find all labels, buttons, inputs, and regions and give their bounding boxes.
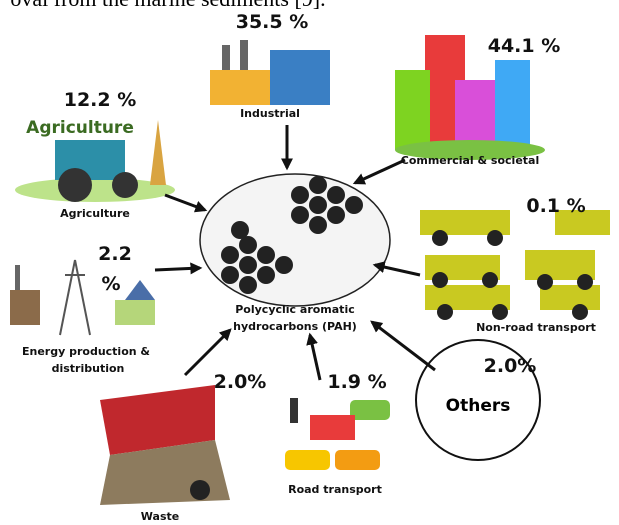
share: 2.2 [98,243,132,265]
share: 1.9 % [327,371,386,393]
road-icon [285,398,390,470]
share: 35.5 % [236,11,309,33]
share: 2.0% [484,355,537,377]
industrial-icon [210,40,330,105]
share: 44.1 % [488,35,561,57]
waste-icon [100,385,230,505]
source-label: Road transport [288,483,382,496]
source-label: Industrial [240,107,300,120]
center-label: Polycyclic aromatic [235,303,355,316]
energy-icon [10,260,155,335]
source-label: Energy production & [22,345,150,358]
share: 12.2 % [64,89,137,111]
share: 2.0% [214,371,267,393]
source-label: Non-road transport [476,321,596,334]
source-label: Commercial & societal [401,154,539,167]
non-road-icon [420,210,610,320]
header-text: oval from the marine sediments [9]. [10,0,325,11]
source-label: Others [446,396,511,416]
source-label: Agriculture [60,207,130,220]
share: % [101,273,120,295]
sign: Agriculture [26,118,134,138]
diagram: oval from the marine sediments [9]. Poly… [0,0,619,525]
center-label: hydrocarbons (PAH) [233,320,357,333]
source-label: distribution [52,362,125,375]
share: 0.1 % [526,195,585,217]
source-label: Waste [141,510,179,523]
